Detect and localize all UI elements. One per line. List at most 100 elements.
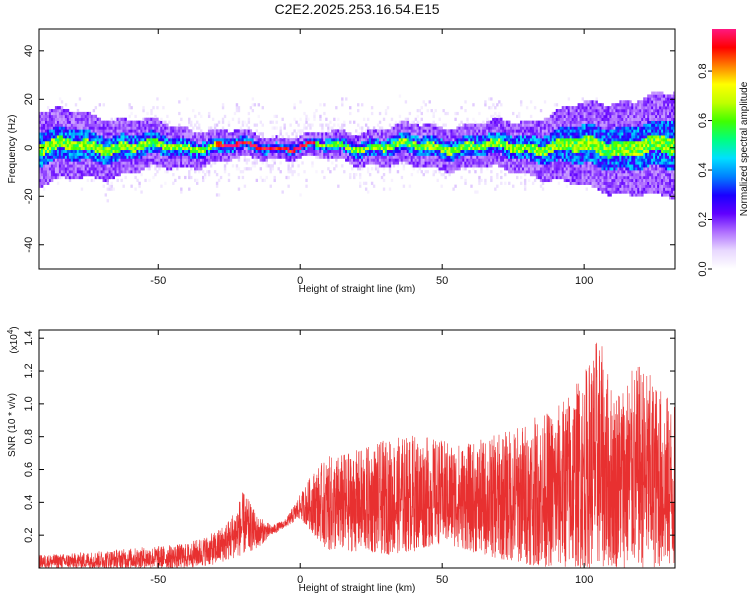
spectrogram-cell-4293: [541, 146, 545, 151]
spectrogram-cell-40: [40, 143, 44, 148]
spectrogram-cell-1700: [201, 152, 205, 156]
spectrogram-cell-2043: [251, 135, 255, 139]
spectrogram-cell-334: [64, 161, 68, 165]
spectrogram-cell-4554: [563, 135, 567, 139]
spectrogram-cell-381: [68, 170, 72, 174]
spectrogram-cell-296: [60, 129, 64, 133]
spectrogram-cell-2957: [392, 123, 396, 127]
spectrogram-cell-2775: [370, 161, 374, 165]
spectrogram-cell-3531: [462, 152, 465, 156]
spectrogram-cell-528: [80, 155, 84, 159]
spectrogram-cell-3528: [462, 161, 465, 165]
spectrogram-cell-2588: [343, 120, 346, 124]
spectrogram-cell-106: [46, 173, 50, 177]
spectrogram-cell-4739: [577, 146, 580, 151]
spectrogram-cell-2734: [364, 149, 368, 153]
spectrogram-cell-1751: [209, 164, 213, 168]
spectrogram-cell-3776: [490, 158, 493, 162]
spectrogram-cell-1037: [126, 123, 129, 127]
spectrogram-cell-4225: [535, 152, 539, 156]
spectrogram-cell-38: [40, 149, 44, 153]
spectrogram-cell-2946: [392, 155, 396, 159]
spectrogram-cell-1651: [196, 152, 199, 156]
spectrogram-cell-2616: [349, 149, 352, 153]
spectrogram-cell-2689: [358, 152, 362, 156]
spectrogram-cell-2723: [362, 141, 366, 145]
spectrogram-cell-2568: [341, 135, 344, 139]
spectrogram-cell-3894: [502, 158, 505, 162]
spectrogram-cell-1525: [180, 141, 183, 145]
spectrogram-cell-2842: [378, 138, 382, 142]
spectrogram-cell-1931: [235, 141, 239, 145]
spectrogram-cell-3721: [484, 155, 487, 159]
spectrogram-cell-1124: [136, 161, 139, 165]
spectrogram-cell-2326: [301, 161, 304, 165]
spectrogram-cell-3262: [430, 152, 433, 156]
spectrogram-cell-2484: [327, 126, 330, 130]
spectrogram-cell-1934: [235, 132, 239, 136]
spectrogram-cell-1718: [203, 141, 207, 145]
spectrogram-cell-1377: [162, 132, 165, 136]
spectrogram-cell-2063: [255, 161, 259, 165]
spectrogram-cell-658: [92, 167, 96, 171]
spectrogram-cell-1888: [227, 132, 231, 136]
spectrogram-cell-3159: [418, 158, 421, 162]
spectrogram-cell-2009: [247, 158, 251, 162]
spectrogram-cell-4850: [585, 158, 588, 162]
spectrogram-cell-613: [88, 167, 92, 171]
spectrogram-cell-4318: [543, 135, 547, 139]
spectrogram-cell-734: [98, 141, 102, 145]
spectrogram-cell-427: [72, 170, 76, 174]
spectrogram-cell-4042: [517, 149, 521, 153]
spectrogram-cell-1884: [227, 143, 231, 148]
spectrogram-cell-2281: [293, 152, 296, 156]
spectrogram-cell-4529: [561, 132, 565, 136]
spectrogram-cell-4845: [585, 173, 588, 177]
spectrogram-cell-1282: [152, 138, 155, 142]
spectrogram-cell-3953: [508, 146, 511, 151]
spectrogram-cell-1409: [166, 146, 169, 151]
spectrogram-cell-773: [102, 155, 105, 159]
spectrogram-cell-642: [90, 149, 94, 153]
spectrogram-cell-4287: [541, 164, 545, 168]
spectrogram-cell-4894: [587, 114, 590, 119]
spectrogram-cell-3615: [472, 155, 475, 159]
spectrogram-cell-3567: [466, 149, 469, 153]
spectrogram-cell-3446: [452, 167, 455, 171]
spectrogram-cell-42: [40, 138, 44, 142]
spectrogram-cell-4267: [539, 152, 543, 156]
spectrogram-cell-3521: [460, 132, 463, 136]
spectrogram-cell-396: [68, 126, 72, 130]
spectrogram-cell-1096: [132, 126, 135, 130]
spectrogram-cell-1067: [130, 152, 133, 156]
spectrogram-cell-343: [64, 135, 68, 139]
spectrogram-cell-4790: [581, 161, 584, 165]
spectrogram-cell-1685: [199, 146, 203, 151]
spectrogram-cell-4263: [539, 164, 543, 168]
spectrogram-cell-2084: [257, 114, 261, 119]
spectrogram-cell-2006: [245, 129, 249, 133]
spectrogram-cell-1571: [186, 135, 189, 139]
spectrogram-cell-2949: [392, 146, 396, 151]
spectrogram-cell-726: [98, 164, 102, 168]
spectrogram-cell-2437: [321, 155, 324, 159]
spectrogram-cell-1833: [219, 129, 223, 133]
spectrogram-cell-3177: [420, 155, 423, 159]
spectrogram-cell-3702: [482, 158, 485, 162]
spectrogram-cell-3619: [472, 143, 475, 148]
spectrogram-cell-1481: [174, 126, 177, 130]
spectrogram-cell-4245: [537, 152, 541, 156]
spectrogram-cell-3369: [442, 149, 445, 153]
spectrogram-cell-2256: [289, 158, 292, 162]
spectrogram-cell-2134: [267, 152, 270, 156]
spectrogram-cell-1573: [186, 129, 189, 133]
spectrogram-cell-4896: [587, 109, 590, 113]
spectrogram-cell-1357: [160, 141, 163, 145]
spectrogram-cell-1812: [217, 152, 221, 156]
spectrogram-cell-2470: [325, 123, 328, 127]
spectrogram-cell-877: [110, 120, 113, 124]
spectrogram-cell-413: [70, 143, 74, 148]
spectrogram-cell-2964: [394, 143, 398, 148]
spectrogram-cell-1742: [207, 143, 211, 148]
spectrogram-cell-4993: [595, 173, 598, 177]
